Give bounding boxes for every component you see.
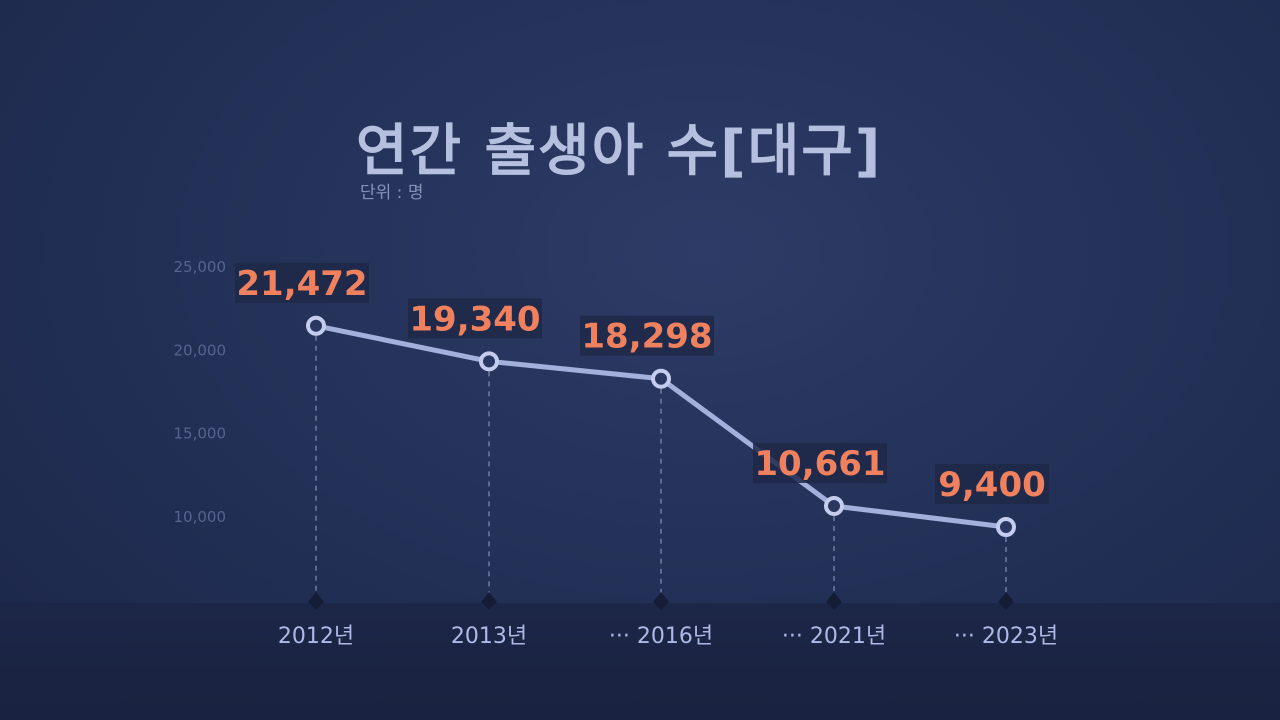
- x-tick-label: ··· 2016년: [609, 624, 713, 649]
- value-label-box: [235, 262, 369, 303]
- value-label: 21,472: [236, 264, 367, 304]
- value-label: 9,400: [938, 465, 1046, 505]
- unit-label: 단위 : 명: [360, 183, 424, 203]
- chart-title: 연간 출생아 수[대구]: [356, 119, 883, 184]
- axis-band: [0, 603, 1280, 720]
- data-point: [824, 495, 844, 516]
- axis-marker: [308, 592, 324, 610]
- axis-marker: [826, 592, 842, 610]
- value-label: 19,340: [409, 299, 540, 339]
- data-point: [651, 368, 671, 389]
- axis-marker: [653, 592, 669, 610]
- y-tick-label: 15,000: [174, 425, 227, 443]
- value-label-box: [580, 315, 714, 356]
- value-label-box: [935, 464, 1049, 504]
- value-label-box: [408, 298, 542, 339]
- axis-marker: [998, 592, 1014, 610]
- x-tick-label: ··· 2021년: [782, 624, 886, 649]
- y-tick-label: 20,000: [174, 341, 227, 359]
- data-point: [996, 517, 1016, 537]
- value-label-box: [753, 442, 887, 483]
- value-label: 18,298: [581, 317, 712, 357]
- data-point: [306, 315, 326, 336]
- data-point: [479, 351, 499, 372]
- x-tick-label: ··· 2023년: [954, 624, 1058, 649]
- x-tick-label: 2013년: [451, 624, 527, 649]
- y-tick-label: 25,000: [174, 258, 227, 276]
- y-tick-label: 10,000: [174, 508, 227, 526]
- axis-marker: [481, 592, 497, 610]
- x-tick-label: 2012년: [278, 624, 354, 649]
- value-label: 10,661: [754, 444, 885, 484]
